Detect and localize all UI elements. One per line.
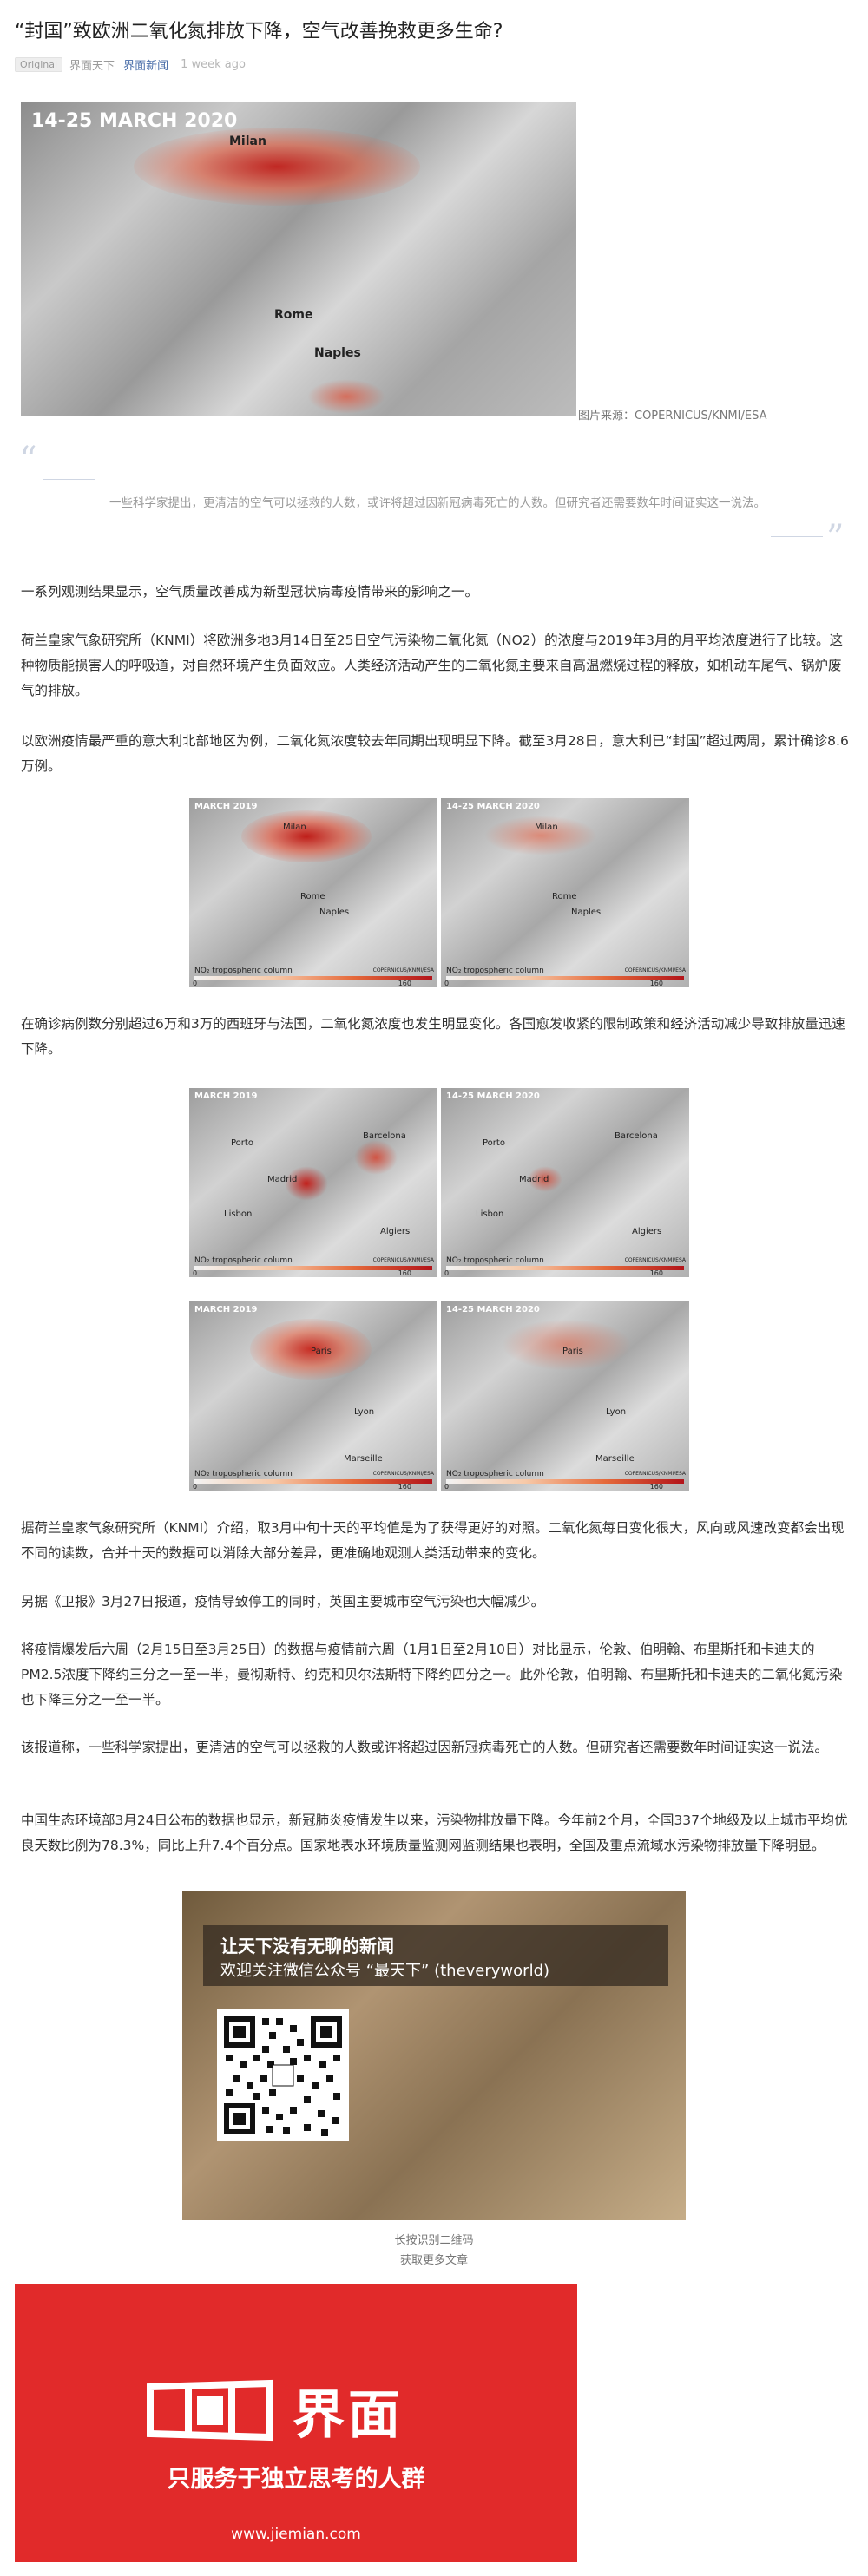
spain-comparison-image: MARCH 2019 Porto Barcelona Madrid Lisbon… bbox=[189, 1088, 689, 1277]
colorbar-tick: 0 bbox=[193, 980, 198, 987]
city-label: Marseille bbox=[595, 1454, 635, 1464]
italy-comparison-image: MARCH 2019 Milan Rome Naples NO₂ troposp… bbox=[189, 798, 689, 987]
publish-time: 1 week ago bbox=[181, 57, 246, 71]
panel-label: MARCH 2019 bbox=[194, 1305, 258, 1314]
panel-credit: COPERNICUS/KNMI/ESA bbox=[624, 1471, 686, 1477]
original-badge: Original bbox=[15, 56, 63, 72]
image-source-caption: 图片来源：COPERNICUS/KNMI/ESA bbox=[578, 410, 767, 423]
paragraph: 荷兰皇家气象研究所（KNMI）将欧洲多地3月14日至25日空气污染物二氧化氮（N… bbox=[21, 633, 843, 698]
city-label: Naples bbox=[571, 908, 602, 917]
city-label: Milan bbox=[283, 823, 306, 832]
colorbar-tick: 160 bbox=[398, 1269, 411, 1277]
city-label: Lyon bbox=[354, 1407, 375, 1417]
paragraph: 另据《卫报》3月27日报道，疫情导致停工的同时，英国主要城市空气污染也大幅减少。 bbox=[21, 1594, 545, 1609]
city-label: Madrid bbox=[519, 1175, 549, 1184]
hero-city-rome: Rome bbox=[274, 308, 313, 322]
panel-label: 14-25 MARCH 2020 bbox=[446, 802, 540, 811]
hero-date-label: 14-25 MARCH 2020 bbox=[31, 110, 238, 132]
ad-url[interactable]: www.jiemian.com bbox=[231, 2526, 361, 2543]
panel-label: MARCH 2019 bbox=[194, 802, 258, 811]
city-label: Madrid bbox=[267, 1175, 298, 1184]
colorbar-tick: 0 bbox=[193, 1269, 198, 1277]
legend-label: NO₂ tropospheric column bbox=[194, 1256, 293, 1265]
pull-quote: 一些科学家提出，更清洁的空气可以拯救的人数，或许将超过因新冠病毒死亡的人数。但研… bbox=[109, 496, 766, 510]
paragraph: 将疫情爆发后六周（2月15日至3月25日）的数据与疫情前六周（1月1日至2月10… bbox=[21, 1642, 843, 1708]
city-label: Rome bbox=[300, 892, 326, 901]
colorbar-tick: 160 bbox=[398, 980, 411, 987]
legend-label: NO₂ tropospheric column bbox=[194, 967, 293, 975]
city-label: Naples bbox=[319, 908, 350, 917]
quote-divider bbox=[43, 479, 95, 480]
qr-code[interactable] bbox=[217, 2009, 349, 2141]
colorbar bbox=[194, 976, 432, 980]
jiemian-logo-icon bbox=[145, 2378, 275, 2443]
panel-credit: COPERNICUS/KNMI/ESA bbox=[372, 967, 434, 973]
city-label: Lisbon bbox=[476, 1209, 504, 1219]
city-label: Barcelona bbox=[615, 1131, 658, 1141]
france-comparison-image: MARCH 2019 Paris Lyon Marseille NO₂ trop… bbox=[189, 1301, 689, 1491]
city-label: Algiers bbox=[632, 1227, 662, 1236]
ad-slogan: 只服务于独立思考的人群 bbox=[167, 2466, 425, 2493]
colorbar bbox=[194, 1479, 432, 1484]
legend-label: NO₂ tropospheric column bbox=[194, 1470, 293, 1478]
wechat-promo-image: 让天下没有无聊的新闻 欢迎关注微信公众号 “最天下” (theveryworld… bbox=[182, 1891, 686, 2220]
colorbar-tick: 0 bbox=[444, 1483, 450, 1491]
colorbar-tick: 0 bbox=[444, 980, 450, 987]
paragraph: 在确诊病例数分别超过6万和3万的西班牙与法国，二氧化氮浓度也发生明显变化。各国愈… bbox=[21, 1016, 845, 1057]
city-label: Barcelona bbox=[363, 1131, 406, 1141]
close-quote-icon: ” bbox=[826, 518, 845, 558]
qr-caption: 长按识别二维码 bbox=[394, 2234, 474, 2247]
colorbar bbox=[446, 976, 684, 980]
promo-banner bbox=[203, 1925, 668, 1986]
colorbar-tick: 0 bbox=[444, 1269, 450, 1277]
open-quote-icon: “ bbox=[19, 440, 37, 480]
colorbar-tick: 160 bbox=[649, 980, 663, 987]
panel-label: MARCH 2019 bbox=[194, 1091, 258, 1101]
legend-label: NO₂ tropospheric column bbox=[446, 1256, 544, 1265]
colorbar bbox=[446, 1266, 684, 1270]
city-label: Paris bbox=[562, 1347, 583, 1356]
paragraph: 一系列观测结果显示，空气质量改善成为新型冠状病毒疫情带来的影响之一。 bbox=[21, 584, 479, 600]
colorbar-tick: 160 bbox=[649, 1269, 663, 1277]
colorbar-tick: 160 bbox=[398, 1483, 411, 1491]
colorbar bbox=[446, 1479, 684, 1484]
promo-line-1: 让天下没有无聊的新闻 bbox=[220, 1936, 394, 1957]
panel-credit: COPERNICUS/KNMI/ESA bbox=[624, 1257, 686, 1263]
hero-city-milan: Milan bbox=[229, 134, 266, 148]
article-title: “封国”致欧洲二氧化氮排放下降，空气改善挽救更多生命? bbox=[15, 21, 503, 43]
paragraph: 该报道称，一些科学家提出，更清洁的空气可以拯救的人数或许将超过因新冠病毒死亡的人… bbox=[21, 1740, 829, 1755]
colorbar-tick: 160 bbox=[649, 1483, 663, 1491]
promo-line-2: 欢迎关注微信公众号 “最天下” (theveryworld) bbox=[220, 1962, 550, 1980]
author-name: 界面天下 bbox=[69, 59, 115, 73]
city-label: Porto bbox=[231, 1138, 253, 1148]
panel-label: 14-25 MARCH 2020 bbox=[446, 1305, 540, 1314]
paragraph: 中国生态环境部3月24日公布的数据也显示，新冠肺炎疫情发生以来，污染物排放量下降… bbox=[21, 1812, 848, 1853]
account-link[interactable]: 界面新闻 bbox=[123, 59, 169, 73]
ad-brand-name: 界面 bbox=[293, 2385, 404, 2446]
panel-credit: COPERNICUS/KNMI/ESA bbox=[372, 1257, 434, 1263]
panel-credit: COPERNICUS/KNMI/ESA bbox=[624, 967, 686, 973]
city-label: Rome bbox=[552, 892, 577, 901]
quote-divider bbox=[771, 536, 823, 537]
article-meta: Original 界面天下 界面新闻 1 week ago bbox=[15, 55, 246, 74]
legend-label: NO₂ tropospheric column bbox=[446, 1470, 544, 1478]
jiemian-ad-banner[interactable]: 界面 只服务于独立思考的人群 www.jiemian.com bbox=[15, 2284, 577, 2562]
legend-label: NO₂ tropospheric column bbox=[446, 967, 544, 975]
hero-map-image: 14-25 MARCH 2020 Milan Rome Naples bbox=[21, 102, 576, 416]
colorbar-tick: 0 bbox=[193, 1483, 198, 1491]
city-label: Algiers bbox=[380, 1227, 411, 1236]
city-label: Milan bbox=[535, 823, 558, 832]
panel-label: 14-25 MARCH 2020 bbox=[446, 1091, 540, 1101]
city-label: Porto bbox=[483, 1138, 505, 1148]
panel-credit: COPERNICUS/KNMI/ESA bbox=[372, 1471, 434, 1477]
city-label: Lisbon bbox=[224, 1209, 253, 1219]
paragraph: 以欧洲疫情最严重的意大利北部地区为例，二氧化氮浓度较去年同期出现明显下降。截至3… bbox=[21, 733, 849, 774]
qr-caption: 获取更多文章 bbox=[399, 2254, 468, 2267]
city-label: Lyon bbox=[606, 1407, 627, 1417]
city-label: Paris bbox=[311, 1347, 332, 1356]
colorbar bbox=[194, 1266, 432, 1270]
hero-city-naples: Naples bbox=[314, 346, 361, 360]
city-label: Marseille bbox=[344, 1454, 383, 1464]
paragraph: 据荷兰皇家气象研究所（KNMI）介绍，取3月中旬十天的平均值是为了获得更好的对照… bbox=[21, 1520, 845, 1561]
